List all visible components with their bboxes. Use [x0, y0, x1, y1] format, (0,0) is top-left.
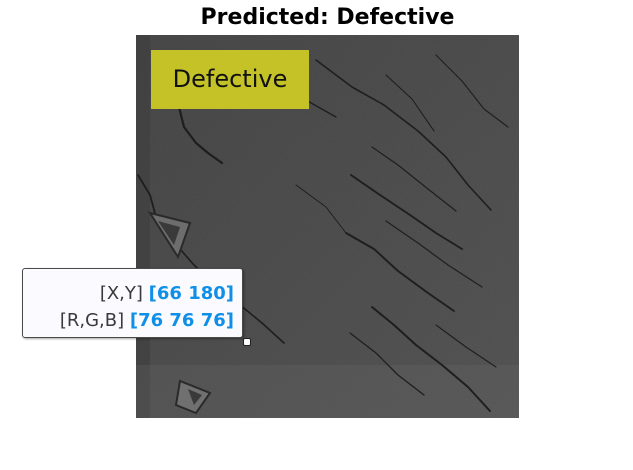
datatip-rgb-label: [R,G,B]: [59, 310, 125, 331]
datatip-xy-row: [X,Y] [66 180]: [23, 280, 234, 307]
datatip-marker[interactable]: [243, 338, 251, 346]
prediction-overlay-label: Defective: [151, 50, 309, 109]
surface-image[interactable]: [136, 35, 519, 418]
datatip-rgb-row: [R,G,B] [76 76 76]: [23, 307, 234, 334]
surface-texture: [136, 35, 519, 418]
datatip-rgb-value: [76 76 76]: [129, 310, 234, 331]
datatip-xy-value: [66 180]: [148, 283, 234, 304]
surface-defect-upper: [147, 211, 192, 260]
figure-title: Predicted: Defective: [200, 5, 455, 30]
datatip-xy-label: [X,Y]: [99, 283, 143, 304]
surface-defect-lower: [174, 379, 212, 415]
pixel-datatip[interactable]: [X,Y] [66 180] [R,G,B] [76 76 76]: [22, 268, 243, 338]
